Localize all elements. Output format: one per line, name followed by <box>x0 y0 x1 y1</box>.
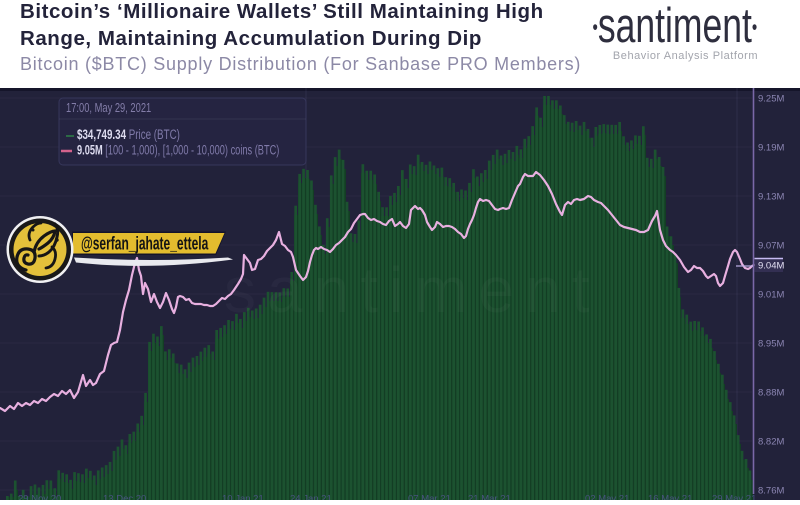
svg-text:02 May 21: 02 May 21 <box>585 494 629 501</box>
svg-text:$34,749.34 Price (BTC): $34,749.34 Price (BTC) <box>77 126 180 142</box>
svg-text:9.01M: 9.01M <box>758 290 784 301</box>
svg-text:29 Nov 20: 29 Nov 20 <box>18 494 61 501</box>
svg-text:8.88M: 8.88M <box>758 388 784 399</box>
svg-text:29 May 21: 29 May 21 <box>712 494 756 501</box>
svg-text:21 Mar 21: 21 Mar 21 <box>468 494 511 501</box>
svg-text:@serfan_jahate_ettela: @serfan_jahate_ettela <box>81 234 209 254</box>
svg-text:9.13M: 9.13M <box>758 192 784 203</box>
svg-text:10 Jan 21: 10 Jan 21 <box>222 494 264 501</box>
svg-text:santiment: santiment <box>224 254 600 326</box>
svg-text:13 Dec 20: 13 Dec 20 <box>103 494 146 501</box>
svg-text:16 May 21: 16 May 21 <box>648 494 692 501</box>
svg-text:9.05M [100 - 1,000), [1,000 -: 9.05M [100 - 1,000), [1,000 - 10,000) co… <box>77 142 279 159</box>
svg-text:17:00, May 29, 2021: 17:00, May 29, 2021 <box>66 102 151 116</box>
svg-text:8.95M: 8.95M <box>758 339 784 350</box>
svg-text:07 Mar 21: 07 Mar 21 <box>408 494 451 501</box>
svg-text:8.76M: 8.76M <box>758 486 784 497</box>
svg-text:9.25M: 9.25M <box>758 94 784 105</box>
svg-text:9.07M: 9.07M <box>758 241 784 252</box>
svg-text:9.04M: 9.04M <box>758 261 784 272</box>
svg-text:8.82M: 8.82M <box>758 437 784 448</box>
svg-text:24 Jan 21: 24 Jan 21 <box>290 494 332 501</box>
svg-text:9.19M: 9.19M <box>758 143 784 154</box>
